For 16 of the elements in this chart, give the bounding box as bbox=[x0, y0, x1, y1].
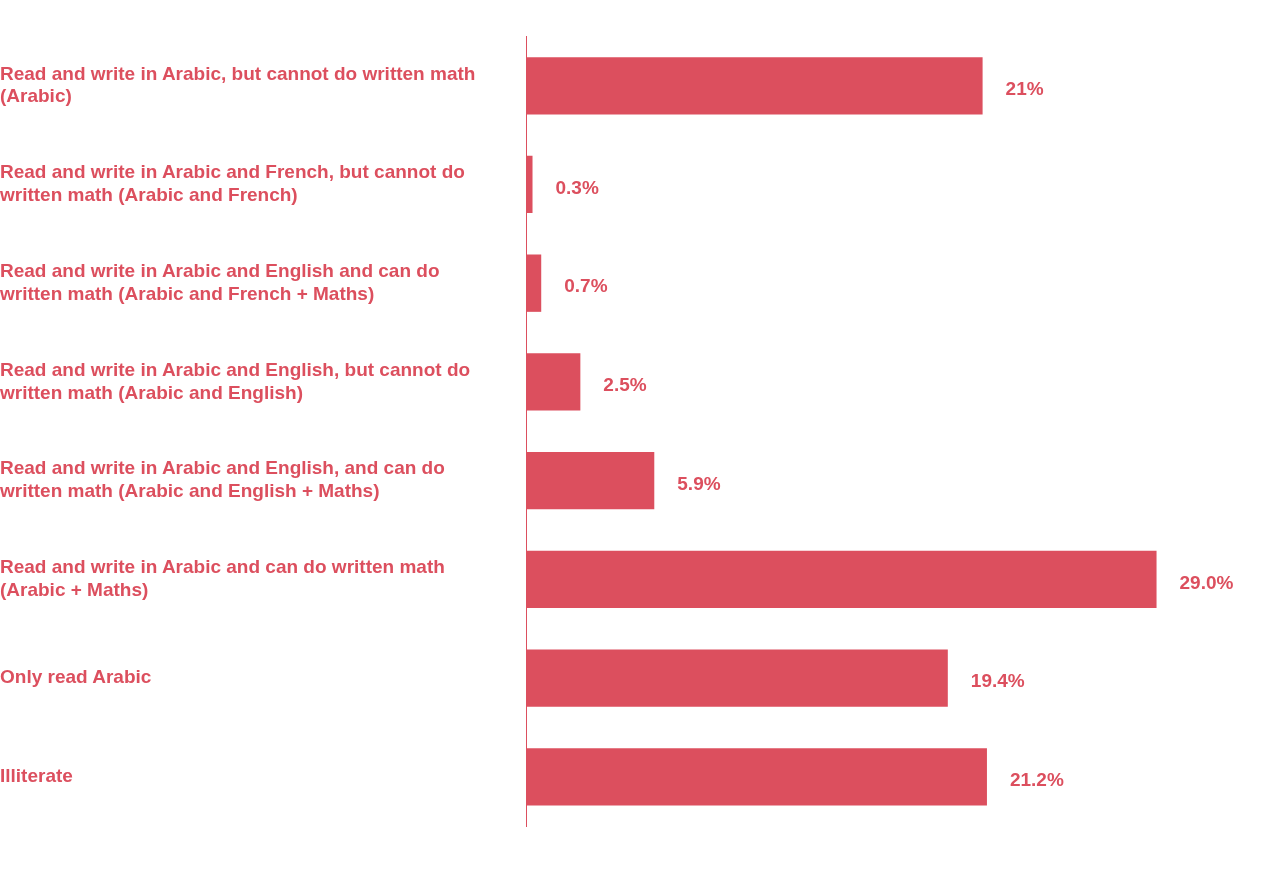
y-tick-label: Read and write in Arabic, but cannot do written math (Arabic) bbox=[0, 62, 476, 107]
y-tick-label: Read and write in Arabic and English, and can do written math (Arabic and English + Maths) bbox=[0, 457, 445, 502]
y-tick-label: Read and write in Arabic and can do written math (Arabic + Maths) bbox=[0, 556, 445, 601]
y-tick-label: Illiterate bbox=[0, 765, 73, 787]
y-tick-label: Read and write in Arabic and French, but cannot do written math (Arabic and French) bbox=[0, 161, 465, 206]
data-label: 2.5% bbox=[603, 374, 647, 396]
data-label: 21% bbox=[1005, 78, 1044, 99]
data-label: 5.9% bbox=[677, 472, 721, 494]
data-label: 0.3% bbox=[555, 176, 599, 198]
data-label: 19.4% bbox=[970, 670, 1025, 692]
y-tick-label: Read and write in Arabic and English and can do written math (Arabic and French + Maths) bbox=[0, 260, 440, 304]
data-label: 29.0% bbox=[1179, 571, 1234, 593]
data-label: 21.2% bbox=[1009, 769, 1064, 791]
y-tick-label: Only read Arabic bbox=[0, 666, 152, 688]
y-tick-label: Read and write in Arabic and English, but cannot do written math (Arabic and English) bbox=[0, 358, 471, 403]
data-label: 0.7% bbox=[564, 275, 608, 297]
